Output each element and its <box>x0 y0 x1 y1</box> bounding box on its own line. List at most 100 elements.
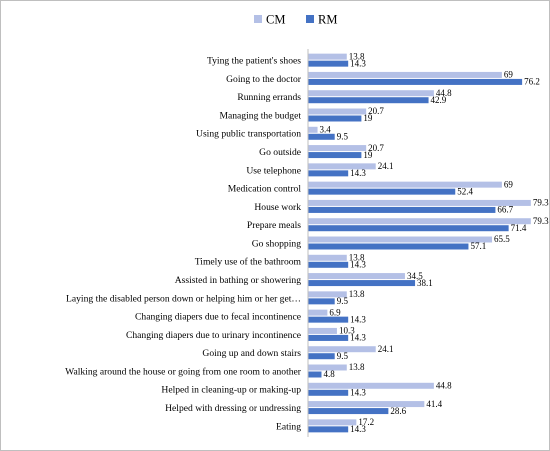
data-label-rm: 57.1 <box>470 241 486 251</box>
bar-cm <box>308 291 347 298</box>
category-label: Laying the disabled person down or helpi… <box>66 293 301 304</box>
bar-cm <box>308 126 318 133</box>
category-label: Using public transportation <box>196 129 301 140</box>
bar-rm <box>308 389 349 396</box>
bar-cm <box>308 273 405 280</box>
bar-rm <box>308 115 362 122</box>
data-label-cm: 13.8 <box>349 362 365 372</box>
category-label: Medication control <box>228 184 302 195</box>
bar-cm <box>308 199 531 206</box>
bar-cm <box>308 382 434 389</box>
data-label-rm: 38.1 <box>417 278 433 288</box>
data-label-rm: 76.2 <box>524 77 540 87</box>
data-label-cm: 17.2 <box>358 417 374 427</box>
bar-rm <box>308 78 523 85</box>
bar-rm <box>308 97 429 104</box>
bar-cm <box>308 145 367 152</box>
bar-cm <box>308 346 376 353</box>
category-label: Use telephone <box>246 165 301 176</box>
bar-rm <box>308 225 509 232</box>
bar-cm <box>308 419 357 426</box>
category-label: Running errands <box>237 92 301 103</box>
bar-rm <box>308 170 349 177</box>
data-label-cm: 20.7 <box>368 143 384 153</box>
bar-cm <box>308 364 347 371</box>
bar-rm <box>308 316 349 323</box>
data-label-rm: 9.5 <box>337 296 349 306</box>
bar-rm <box>308 243 469 250</box>
bar-rm <box>308 408 389 415</box>
bar-cm <box>308 254 347 261</box>
data-label-cm: 24.1 <box>378 161 394 171</box>
data-label-rm: 4.8 <box>323 369 335 379</box>
data-label-cm: 6.9 <box>329 307 341 317</box>
data-label-cm: 10.3 <box>339 326 355 336</box>
data-label-cm: 79.3 <box>533 198 549 208</box>
data-label-rm: 14.3 <box>350 314 366 324</box>
bar-rm <box>308 60 349 67</box>
category-labels: Tying the patient's shoes Going to the do… <box>65 56 302 433</box>
data-label-rm: 9.5 <box>337 131 349 141</box>
legend-label-cm: CM <box>266 13 285 27</box>
data-label-rm: 14.3 <box>350 333 366 343</box>
legend-swatch-rm <box>306 15 314 23</box>
data-label-cm: 79.3 <box>533 216 549 226</box>
legend-label-rm: RM <box>318 13 337 27</box>
category-label: Helped with dressing or undressing <box>165 403 301 414</box>
category-label: Going up and down stairs <box>202 348 301 359</box>
data-label-rm: 28.6 <box>390 406 406 416</box>
bar-rm <box>308 280 416 287</box>
category-label: Prepare meals <box>247 220 301 231</box>
category-label: Go shopping <box>252 238 302 249</box>
data-label-rm: 14.3 <box>350 168 366 178</box>
bar-rm <box>308 152 362 159</box>
data-label-rm: 14.3 <box>350 424 366 434</box>
category-label: Going to the doctor <box>226 74 302 85</box>
bar-cm <box>308 53 347 60</box>
bar-cm <box>308 90 434 97</box>
data-label-rm: 71.4 <box>511 223 527 233</box>
category-label: House work <box>254 202 301 213</box>
bar-rm <box>308 133 335 140</box>
legend: CM RM <box>254 13 337 27</box>
category-label: Eating <box>276 421 301 432</box>
data-label-cm: 34.5 <box>407 271 423 281</box>
data-label-rm: 14.3 <box>350 387 366 397</box>
data-label-cm: 3.4 <box>320 124 332 134</box>
data-label-rm: 42.9 <box>431 95 447 105</box>
bar-rm <box>308 188 456 195</box>
category-label: Changing diapers due to fecal incontinen… <box>135 312 301 323</box>
data-label-cm: 13.8 <box>349 289 365 299</box>
legend-swatch-cm <box>254 15 262 23</box>
category-label: Managing the budget <box>219 110 301 121</box>
bar-rm <box>308 426 349 433</box>
data-label-cm: 44.8 <box>436 380 452 390</box>
data-label-rm: 52.4 <box>457 186 473 196</box>
data-label-rm: 66.7 <box>497 205 513 215</box>
bar-rm <box>308 371 322 378</box>
category-label: Assisted in bathing or showering <box>175 275 302 286</box>
category-label: Timely use of the bathroom <box>195 257 302 268</box>
bar-cm <box>308 163 376 170</box>
data-label-cm: 13.8 <box>349 51 365 61</box>
bar-cm <box>308 218 531 225</box>
category-label: Helped in cleaning-up or making-up <box>161 385 301 396</box>
bar-rm <box>308 353 335 360</box>
data-label-cm: 44.8 <box>436 88 452 98</box>
data-label-cm: 65.5 <box>494 234 510 244</box>
data-label-rm: 19 <box>363 150 373 160</box>
data-label-cm: 24.1 <box>378 344 394 354</box>
bar-cm <box>308 236 493 243</box>
bar-cm <box>308 108 367 115</box>
category-label: Tying the patient's shoes <box>207 56 301 67</box>
bar-rm <box>308 334 349 341</box>
bar-rm <box>308 298 335 305</box>
data-label-rm: 14.3 <box>350 259 366 269</box>
data-label-cm: 41.4 <box>426 399 442 409</box>
bar-cm <box>308 71 502 78</box>
category-label: Changing diapers due to urinary incontin… <box>126 330 301 341</box>
bar-rm <box>308 261 349 268</box>
data-label-rm: 9.5 <box>337 351 349 361</box>
